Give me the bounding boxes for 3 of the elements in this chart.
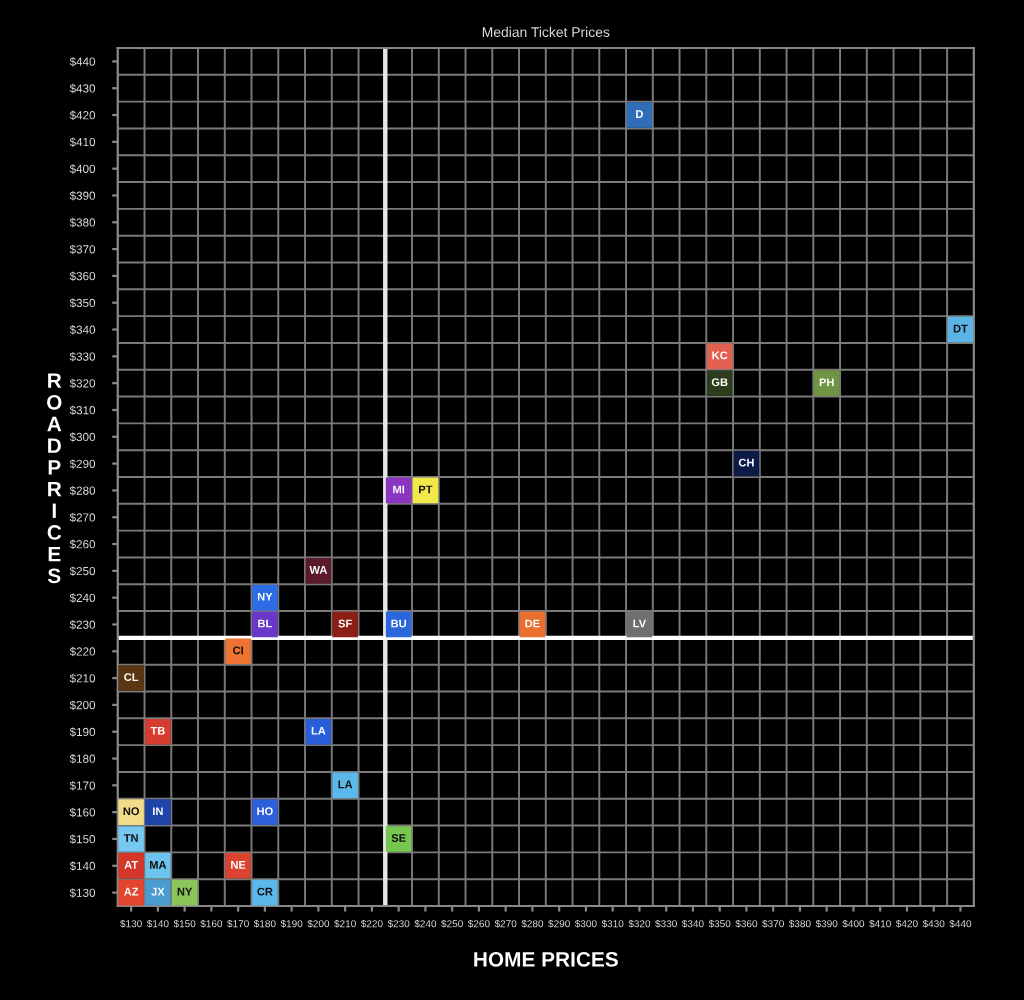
x-axis-title: HOME PRICES <box>474 951 618 967</box>
point <box>626 102 653 128</box>
text: ROADPRICES <box>47 373 62 584</box>
